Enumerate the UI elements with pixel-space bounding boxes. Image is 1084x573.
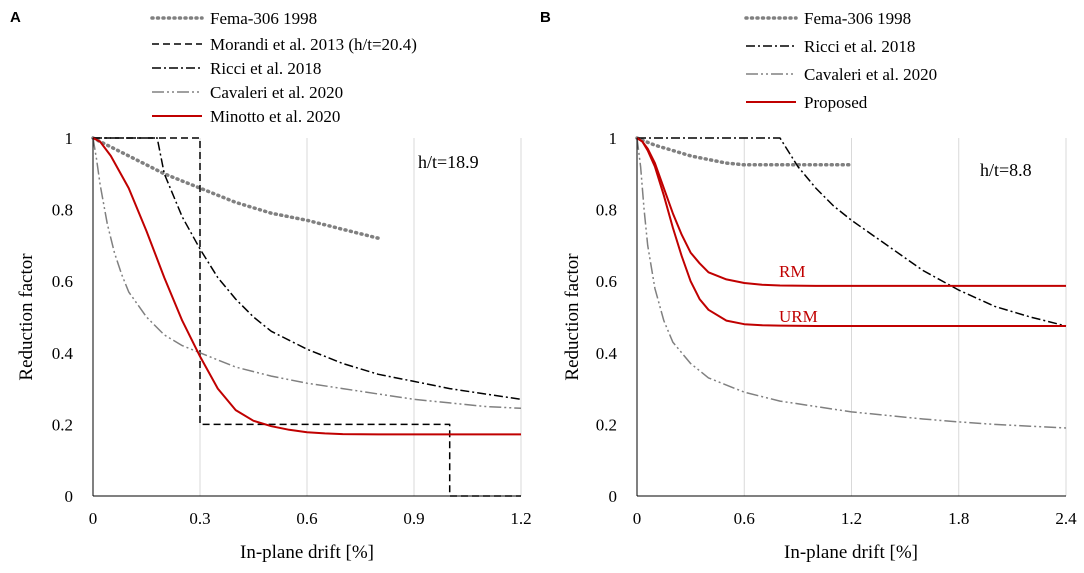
x-tick-label: 0 [89,509,98,528]
series-line-fema-306-1998 [635,136,854,167]
y-tick-label: 1 [65,129,74,148]
legend-label-ricci: Ricci et al. 2018 [210,59,321,78]
panel-b-ylabel: Reduction factor [562,253,583,381]
x-tick-label: 2.4 [1055,509,1077,528]
y-tick-label: 0.6 [52,272,73,291]
x-tick-label: 1.2 [510,509,531,528]
panel-b-ht-annotation: h/t=8.8 [980,160,1032,180]
series-line-ricci-et-al-2018 [637,137,1067,327]
panel-a-gridlines [199,138,522,496]
y-tick-label: 0.2 [52,415,73,434]
panel-b-axes: 0 0.6 1.2 1.8 2.4 0 0.2 0.4 0.6 0.8 1 [596,129,1077,528]
panel-b-urm-label: URM [779,307,818,326]
legend-label-morandi: Morandi et al. 2013 (h/t=20.4) [210,35,417,54]
legend-label-fema: Fema-306 1998 [804,9,911,28]
y-tick-label: 0 [609,487,618,506]
legend-label-fema: Fema-306 1998 [210,9,317,28]
series-line-proposed-urm [636,137,1066,327]
x-tick-label: 0.6 [734,509,755,528]
y-tick-label: 0.4 [596,344,618,363]
y-tick-label: 0.4 [52,344,74,363]
legend-label-ricci: Ricci et al. 2018 [804,37,915,56]
panel-a: A Fema-306 1998 Morandi et al. 2013 (h/t… [10,9,532,563]
x-tick-label: 1.2 [841,509,862,528]
legend-label-minotto: Minotto et al. 2020 [210,107,340,126]
legend-label-proposed: Proposed [804,93,868,112]
series-line-cavaleri-et-al-2020 [636,137,1067,429]
panel-a-xlabel: In-plane drift [%] [240,542,374,563]
panel-b-legend: Fema-306 1998 Ricci et al. 2018 Cavaleri… [744,9,937,112]
x-tick-label: 0 [633,509,642,528]
x-tick-label: 1.8 [948,509,969,528]
panel-b: B Fema-306 1998 Ricci et al. 2018 Cavale… [540,9,1077,563]
panel-a-axes: 0 0.3 0.6 0.9 1.2 0 0.2 0.4 0.6 0.8 1 [52,129,532,528]
y-tick-label: 0.8 [52,201,73,220]
panel-a-label: A [10,9,21,26]
legend-label-cavaleri: Cavaleri et al. 2020 [210,83,343,102]
panel-b-series [635,136,1067,429]
series-line-ricci-et-al-2018 [93,137,522,401]
y-tick-label: 0 [65,487,74,506]
panel-a-ylabel: Reduction factor [16,253,37,381]
legend-label-cavaleri: Cavaleri et al. 2020 [804,65,937,84]
panel-b-xlabel: In-plane drift [%] [784,542,918,563]
series-line-proposed-rm [636,137,1066,287]
panel-a-ht-annotation: h/t=18.9 [418,152,479,172]
x-tick-label: 0.3 [189,509,210,528]
y-tick-label: 0.6 [596,272,617,291]
x-tick-label: 0.9 [403,509,424,528]
y-tick-label: 0.8 [596,201,617,220]
x-tick-label: 0.6 [296,509,317,528]
y-tick-label: 1 [609,129,618,148]
panel-b-gridlines [743,138,1067,496]
panel-b-rm-label: RM [779,262,805,281]
panel-b-label: B [540,9,551,26]
series-line-fema-306-1998 [91,136,381,240]
y-tick-label: 0.2 [596,415,617,434]
panel-a-legend: Fema-306 1998 Morandi et al. 2013 (h/t=2… [150,9,417,126]
series-line-minotto-et-al-2020 [92,137,521,436]
